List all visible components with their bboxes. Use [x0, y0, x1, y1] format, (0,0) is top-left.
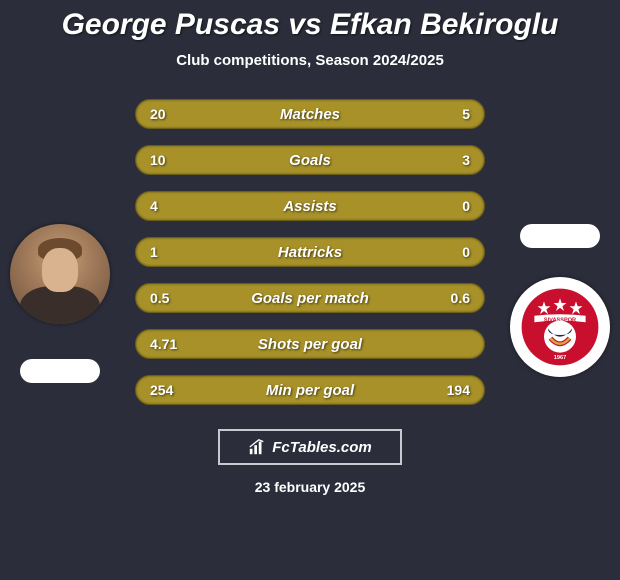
player-left-avatar	[10, 224, 110, 324]
stat-left-value: 4	[150, 198, 158, 214]
stat-row-hattricks: 1 Hattricks 0	[135, 237, 485, 267]
stat-left-value: 1	[150, 244, 158, 260]
stat-row-matches: 20 Matches 5	[135, 99, 485, 129]
stat-row-assists: 4 Assists 0	[135, 191, 485, 221]
sivasspor-badge-icon: SIVASSPOR 1967	[520, 287, 600, 367]
stat-row-goals-per-match: 0.5 Goals per match 0.6	[135, 283, 485, 313]
svg-text:1967: 1967	[554, 355, 566, 361]
stat-left-value: 254	[150, 382, 173, 398]
stat-left-value: 4.71	[150, 336, 177, 352]
player-right-club-badge: SIVASSPOR 1967	[510, 277, 610, 377]
stat-row-shots-per-goal: 4.71 Shots per goal	[135, 329, 485, 359]
stat-right-value: 0	[462, 244, 470, 260]
stat-right-value: 5	[462, 106, 470, 122]
page-title: George Puscas vs Efkan Bekiroglu	[0, 0, 620, 42]
chart-icon	[248, 438, 266, 456]
stat-left-value: 10	[150, 152, 166, 168]
player-right-flag	[520, 224, 600, 248]
stat-right-value: 0.6	[451, 290, 470, 306]
stat-label: Min per goal	[266, 382, 354, 399]
stat-label: Assists	[283, 198, 336, 215]
stats-bars: 20 Matches 5 10 Goals 3 4 Assists 0 1 Ha…	[135, 99, 485, 405]
stat-label: Goals	[289, 152, 331, 169]
stat-label: Matches	[280, 106, 340, 123]
page-subtitle: Club competitions, Season 2024/2025	[0, 52, 620, 69]
comparison-content: SIVASSPOR 1967 20 Matches 5 10 Goals 3 4…	[0, 99, 620, 405]
footer-site-text: FcTables.com	[272, 439, 371, 456]
stat-left-value: 20	[150, 106, 166, 122]
stat-row-goals: 10 Goals 3	[135, 145, 485, 175]
stat-label: Hattricks	[278, 244, 342, 261]
stat-label: Goals per match	[251, 290, 369, 307]
stat-row-min-per-goal: 254 Min per goal 194	[135, 375, 485, 405]
player-left-flag	[20, 359, 100, 383]
stat-right-value: 194	[447, 382, 470, 398]
stat-label: Shots per goal	[258, 336, 362, 353]
footer-site-badge[interactable]: FcTables.com	[218, 429, 402, 465]
stat-right-value: 3	[462, 152, 470, 168]
stat-left-value: 0.5	[150, 290, 169, 306]
stat-right-value: 0	[462, 198, 470, 214]
footer-date: 23 february 2025	[0, 479, 620, 495]
